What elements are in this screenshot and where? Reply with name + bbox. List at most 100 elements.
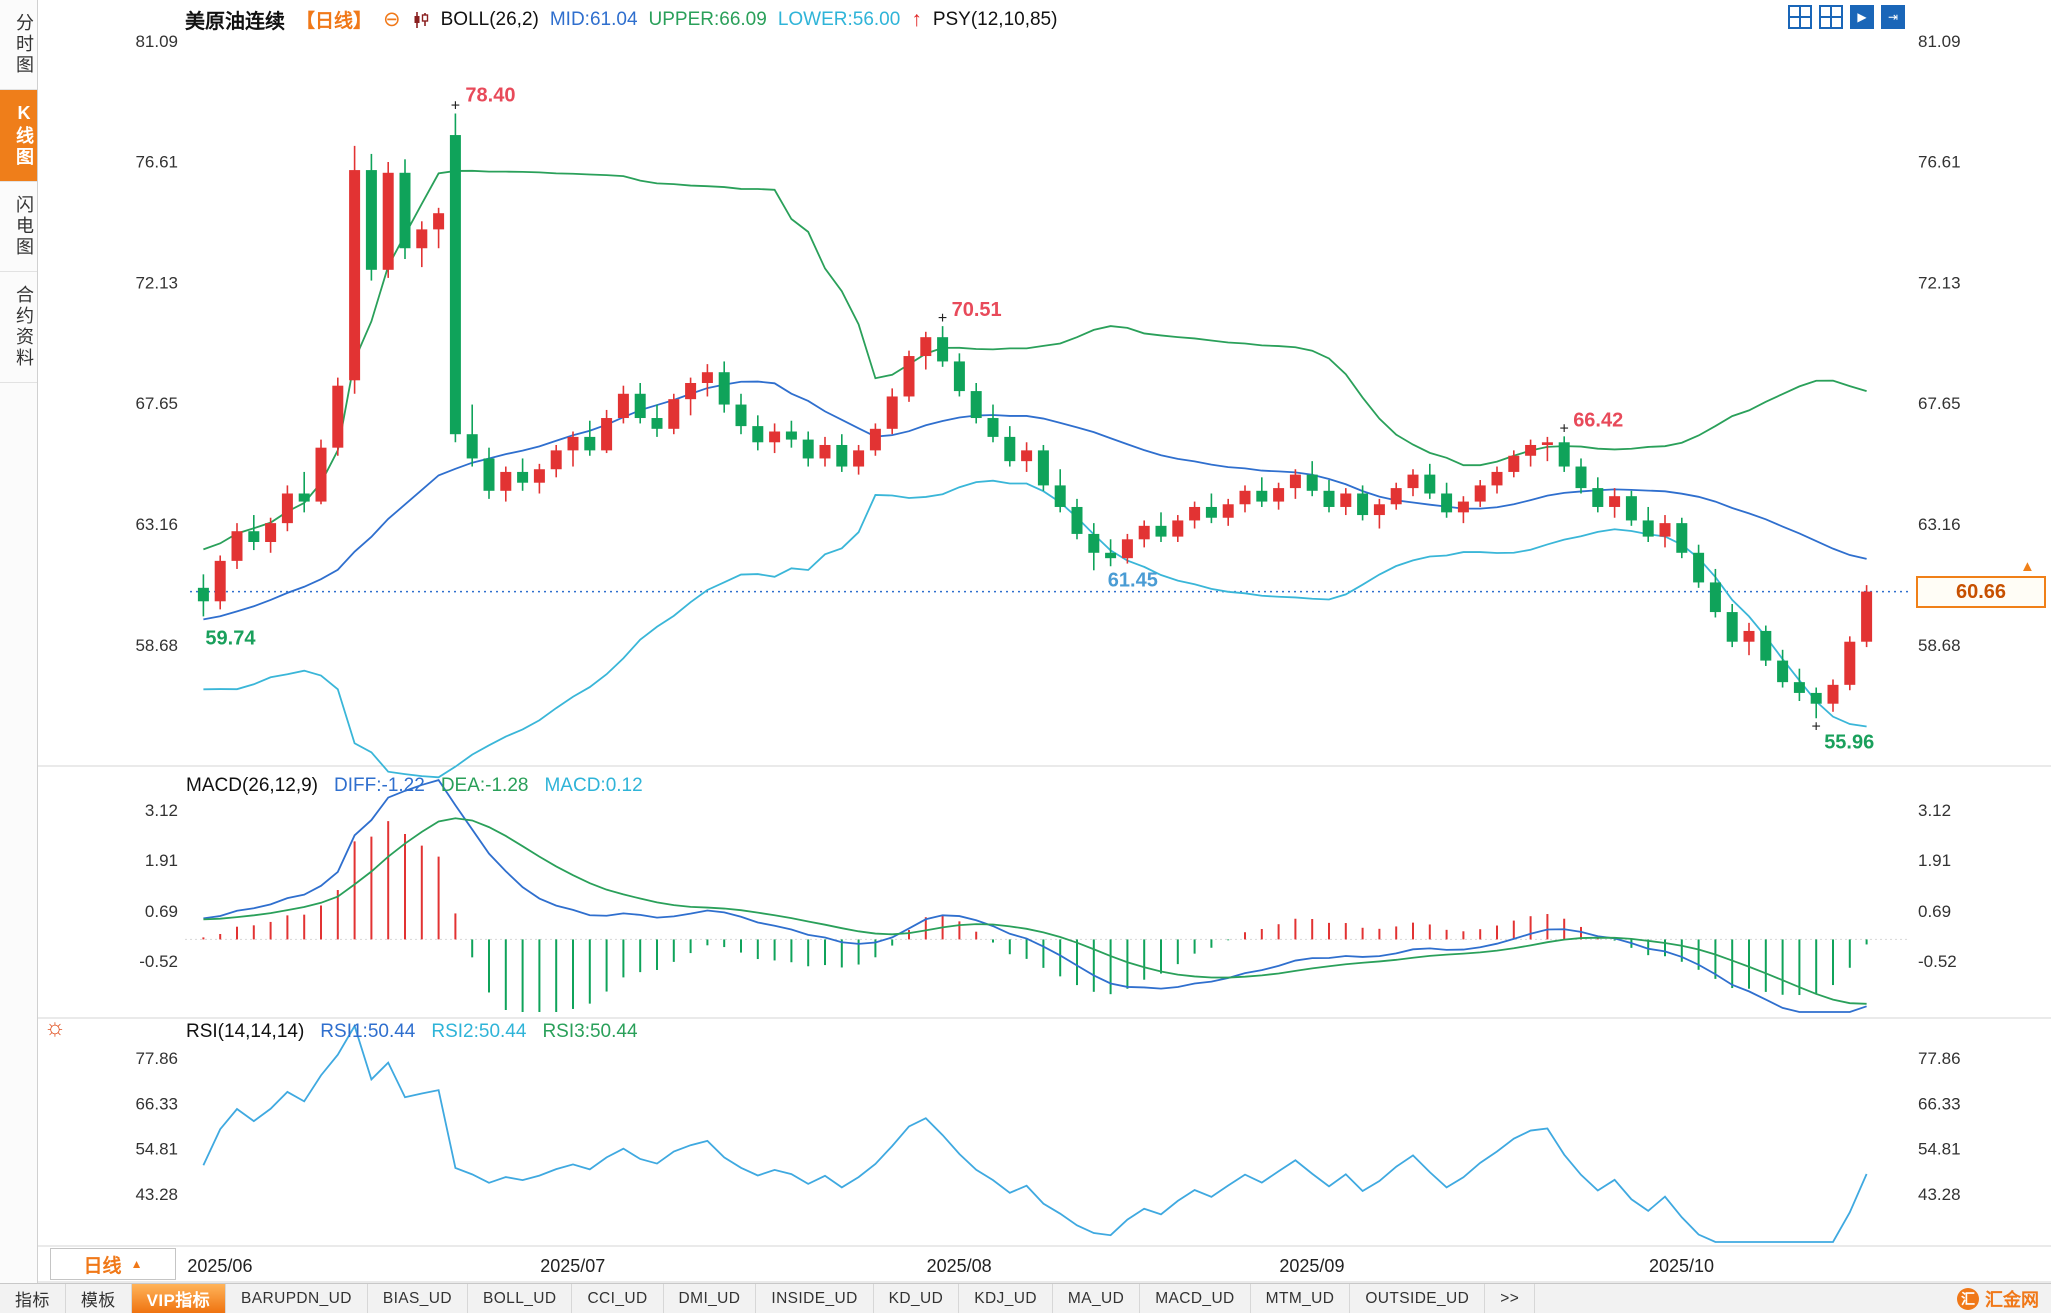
layout-icon-bar: ▶ ⇥ [1788,5,1905,29]
boll-mid-band [203,380,1867,621]
macd-macd-value: MACD:0.12 [544,775,643,796]
boll-upper-value: UPPER:66.09 [648,8,767,30]
chart-header: 美原油连续 【日线】 ⊖ BOLL(26,2) MID:61.04 UPPER:… [185,5,1057,34]
boll-lower-band [203,479,1867,779]
boll-label: BOLL(26,2) [440,8,539,30]
y-axis-label: 77.86 [135,1049,178,1068]
x-axis-months: 2025/06 2025/07 2025/08 2025/09 2025/10 [187,1256,1714,1276]
y-axis-label: 76.61 [1918,153,1961,172]
zoom-out-icon[interactable]: ⊖ [383,8,401,31]
y-axis-label: 54.81 [135,1140,178,1159]
extremum-marker: + [1560,420,1569,437]
y-axis-label: 81.09 [1918,32,1961,51]
rsi2-value: RSI2:50.44 [431,1021,527,1042]
site-logo: 汇 汇金网 [1957,1284,2051,1313]
tab-kd-ud[interactable]: KD_UD [874,1284,960,1313]
kline-view-icon[interactable]: ▶ [1850,5,1874,29]
sidebar-tab-kline-chart[interactable]: K线图 [0,90,37,182]
y-axis-label: 72.13 [135,273,178,292]
chart-plot-area[interactable] [195,38,1910,1246]
tab-outside-ud[interactable]: OUTSIDE_UD [1350,1284,1486,1313]
y-axis-label: 0.69 [145,902,178,921]
rsi-line [202,1023,1868,1243]
sidebar-tab-contract-info[interactable]: 合约资料 [0,272,37,383]
symbol-title: 美原油连续 [185,11,285,33]
y-axis-label: 3.12 [1918,801,1951,820]
tab-template[interactable]: 模板 [66,1284,132,1313]
boll-lower-value: LOWER:56.00 [777,8,901,30]
period-selector[interactable]: 日线 ▲ [50,1248,176,1280]
month-label: 2025/06 [187,1256,252,1276]
next-page-icon[interactable]: ⇥ [1881,5,1905,29]
sidebar-tab-lightning-chart[interactable]: 闪电图 [0,182,37,272]
macd-dea-line [203,817,1867,1005]
extremum-marker: + [451,97,460,114]
psy-label: PSY(12,10,85) [932,8,1058,30]
sidebar-tab-timeshare-chart[interactable]: 分时图 [0,0,37,90]
month-label: 2025/07 [540,1256,605,1276]
y-axis-label: 43.28 [1918,1185,1961,1204]
last-price-value: 60.66 [1955,580,2007,603]
tab-more[interactable]: >> [1485,1284,1536,1313]
panel-dividers [37,765,2051,1283]
price-annotation: 66.42 [1573,409,1623,431]
price-annotation: 55.96 [1824,731,1874,753]
y-axis-label: 54.81 [1918,1140,1961,1159]
tab-boll-ud[interactable]: BOLL_UD [468,1284,573,1313]
macd-label: MACD(26,12,9) [186,775,318,796]
indicator-tabs: 指标 模板 VIP指标 BARUPDN_UD BIAS_UD BOLL_UD CCI_UD D… [0,1284,1536,1313]
period-tag: 【日线】 [296,11,373,32]
y-axis-label: 43.28 [135,1185,178,1204]
rsi3-value: RSI3:50.44 [542,1021,638,1042]
price-annotation: 59.74 [205,627,256,649]
price-annotation: 61.45 [1108,569,1158,591]
y-axis-label: 58.68 [1918,636,1961,655]
boll-upper-band [203,169,1867,551]
price-direction-arrow-icon: ▲ [2020,558,2035,575]
y-axis-label: -0.52 [1918,952,1957,971]
price-annotation: 78.40 [465,84,515,106]
tab-inside-ud[interactable]: INSIDE_UD [756,1284,874,1313]
y-axis-label: 66.33 [1918,1094,1961,1113]
y-axis-label: 67.65 [135,394,178,413]
tab-ma-ud[interactable]: MA_UD [1053,1284,1141,1313]
tab-indicator[interactable]: 指标 [0,1284,66,1313]
tab-dmi-ud[interactable]: DMI_UD [664,1284,757,1313]
y-axis-label: 1.91 [145,851,178,870]
logo-text: 汇金网 [1985,1289,2039,1310]
y-axis-label: 63.16 [1918,515,1961,534]
split-layout-icon[interactable] [1819,5,1843,29]
tab-mtm-ud[interactable]: MTM_UD [1251,1284,1351,1313]
tab-barupdn-ud[interactable]: BARUPDN_UD [226,1284,368,1313]
tab-vip-indicator[interactable]: VIP指标 [131,1284,227,1313]
tab-macd-ud[interactable]: MACD_UD [1140,1284,1251,1313]
macd-diff-line [203,779,1867,1013]
last-price-tag: 60.66 [1916,576,2046,608]
candlestick-icon [414,11,428,28]
tab-cci-ud[interactable]: CCI_UD [572,1284,664,1313]
indicator-settings-icon[interactable]: ☼ [44,1014,66,1041]
annotations: +78.4059.74+70.5161.45+66.42+55.96 [205,84,1874,753]
indicator-toolbar: 指标 模板 VIP指标 BARUPDN_UD BIAS_UD BOLL_UD CCI_UD D… [0,1283,2051,1313]
extremum-marker: + [1812,718,1821,735]
month-label: 2025/08 [927,1256,992,1276]
macd-diff-value: DIFF:-1.22 [334,775,425,796]
rsi-label: RSI(14,14,14) [186,1021,305,1042]
tab-bias-ud[interactable]: BIAS_UD [368,1284,468,1313]
y-axis-label: 76.61 [135,153,178,172]
macd-header: MACD(26,12,9) DIFF:-1.22 DEA:-1.28 MACD:… [186,775,643,797]
left-sidebar: 分时图 K线图 闪电图 合约资料 [0,0,38,1313]
period-selector-arrow-icon: ▲ [130,1257,143,1271]
macd-dea-value: DEA:-1.28 [440,775,529,796]
price-annotation: 70.51 [952,299,1002,321]
y-axis-label: 58.68 [135,636,178,655]
axis-labels: 81.09 81.09 76.61 76.61 72.13 72.13 67.65 67.65… [135,32,1960,1204]
extremum-marker: + [938,310,947,327]
tab-kdj-ud[interactable]: KDJ_UD [959,1284,1053,1313]
logo-badge-icon: 汇 [1957,1287,1979,1310]
y-axis-label: 1.91 [1918,851,1951,870]
multi-window-layout-icon[interactable] [1788,5,1812,29]
y-axis-label: 63.16 [135,515,178,534]
